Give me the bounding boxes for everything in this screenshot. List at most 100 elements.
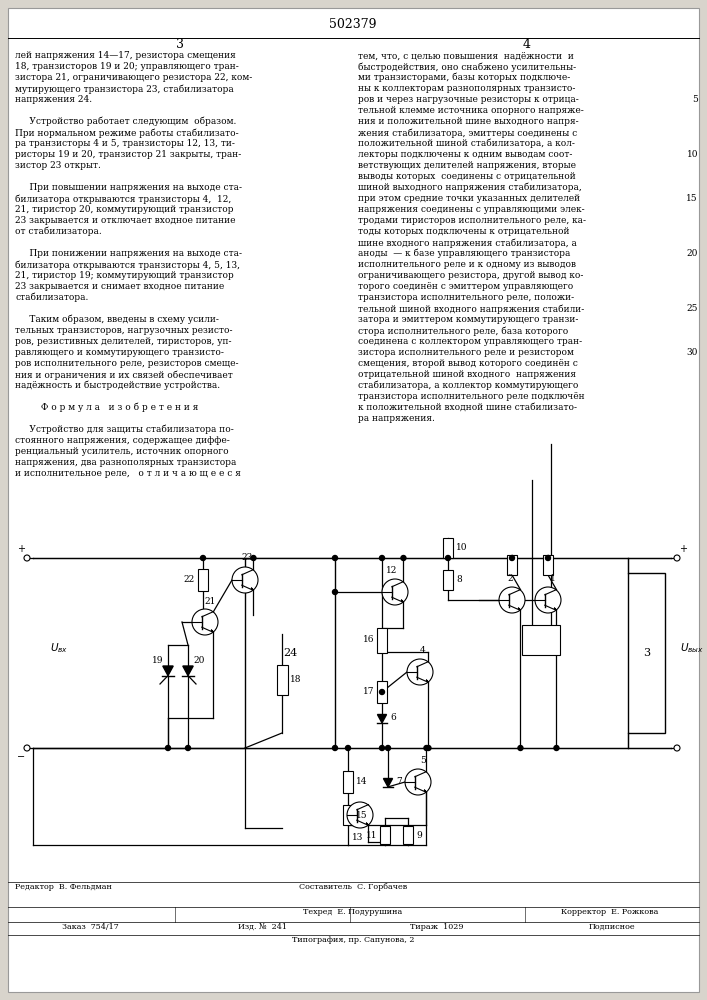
- Text: При повышении напряжения на выходе ста-: При повышении напряжения на выходе ста-: [15, 183, 242, 192]
- Bar: [628, 573, 665, 733]
- Text: 12: 12: [386, 566, 397, 575]
- Polygon shape: [383, 778, 392, 787]
- Circle shape: [510, 556, 515, 560]
- Bar: [543, 555, 553, 575]
- Circle shape: [407, 659, 433, 685]
- Text: 2: 2: [507, 574, 513, 583]
- Text: 1: 1: [550, 574, 556, 583]
- Bar: [443, 570, 453, 590]
- Text: транзистора исполнительного реле, положи-: транзистора исполнительного реле, положи…: [358, 293, 574, 302]
- Text: лекторы подключены к одним выводам соот-: лекторы подключены к одним выводам соот-: [358, 150, 573, 159]
- Circle shape: [201, 556, 206, 560]
- Text: 21, тиристор 19; коммутирующий транзистор: 21, тиристор 19; коммутирующий транзисто…: [15, 271, 234, 280]
- Text: 10: 10: [456, 544, 467, 552]
- Text: 19: 19: [151, 656, 163, 665]
- Text: положительной шиной стабилизатора, а кол-: положительной шиной стабилизатора, а кол…: [358, 139, 575, 148]
- Polygon shape: [518, 608, 520, 610]
- Circle shape: [380, 746, 385, 750]
- Text: $U_{вх}$: $U_{вх}$: [50, 641, 69, 655]
- Text: зистор 23 открыт.: зистор 23 открыт.: [15, 161, 101, 170]
- Bar: [198, 569, 208, 591]
- Circle shape: [382, 579, 408, 605]
- Text: транзистора исполнительного реле подключён: транзистора исполнительного реле подключ…: [358, 392, 585, 401]
- Text: ния и положительной шине выходного напря-: ния и положительной шине выходного напря…: [358, 117, 578, 126]
- Text: ра транзисторы 4 и 5, транзисторы 12, 13, ти-: ра транзисторы 4 и 5, транзисторы 12, 13…: [15, 139, 235, 148]
- Text: 23 закрывается и отключает входное питание: 23 закрывается и отключает входное питан…: [15, 216, 235, 225]
- Circle shape: [535, 587, 561, 613]
- Text: напряжения, два разнополярных транзистора: напряжения, два разнополярных транзистор…: [15, 458, 236, 467]
- Circle shape: [192, 609, 218, 635]
- Text: ветствующих делителей напряжения, вторые: ветствующих делителей напряжения, вторые: [358, 161, 576, 170]
- Text: 30: 30: [686, 348, 698, 357]
- Text: При нормальном режиме работы стабилизато-: При нормальном режиме работы стабилизато…: [15, 128, 239, 137]
- Text: ния и ограничения и их связей обеспечивает: ния и ограничения и их связей обеспечива…: [15, 370, 233, 379]
- Circle shape: [424, 746, 429, 750]
- Circle shape: [518, 746, 523, 750]
- Text: Редактор  В. Фельдман: Редактор В. Фельдман: [15, 883, 112, 891]
- Circle shape: [24, 745, 30, 751]
- Text: ра напряжения.: ра напряжения.: [358, 414, 435, 423]
- Text: 20: 20: [686, 249, 698, 258]
- Text: тельной шиной входного напряжения стабили-: тельной шиной входного напряжения стабил…: [358, 304, 584, 314]
- Bar: [245, 558, 335, 748]
- Text: 4: 4: [523, 38, 531, 51]
- Text: 24: 24: [283, 648, 297, 658]
- Circle shape: [445, 556, 450, 560]
- Bar: [443, 538, 453, 558]
- Text: Типография, пр. Сапунова, 2: Типография, пр. Сапунова, 2: [292, 936, 414, 944]
- Text: смещения, второй вывод которого соединён с: смещения, второй вывод которого соединён…: [358, 359, 578, 368]
- Text: −: −: [17, 752, 25, 762]
- Circle shape: [674, 745, 680, 751]
- Text: от стабилизатора.: от стабилизатора.: [15, 227, 102, 236]
- Text: 8: 8: [456, 576, 462, 584]
- Text: 9: 9: [416, 830, 422, 840]
- Circle shape: [546, 556, 551, 560]
- Text: напряжения 24.: напряжения 24.: [15, 95, 92, 104]
- Text: +: +: [17, 544, 25, 554]
- Text: 16: 16: [363, 636, 374, 645]
- Text: 22: 22: [184, 576, 195, 584]
- Text: и исполнительное реле,   о т л и ч а ю щ е е с я: и исполнительное реле, о т л и ч а ю щ е…: [15, 469, 241, 478]
- Text: стоянного напряжения, содержащее диффе-: стоянного напряжения, содержащее диффе-: [15, 436, 230, 445]
- Text: 10: 10: [686, 150, 698, 159]
- Circle shape: [674, 555, 680, 561]
- Text: 5: 5: [420, 756, 426, 765]
- Circle shape: [405, 769, 431, 795]
- Text: Устройство для защиты стабилизатора по-: Устройство для защиты стабилизатора по-: [15, 425, 234, 434]
- Text: напряжения соединены с управляющими элек-: напряжения соединены с управляющими элек…: [358, 205, 585, 214]
- Polygon shape: [401, 600, 404, 602]
- Circle shape: [499, 587, 525, 613]
- Text: 15: 15: [686, 194, 698, 203]
- Text: соединена с коллектором управляющего тран-: соединена с коллектором управляющего тра…: [358, 337, 582, 346]
- Polygon shape: [378, 714, 387, 723]
- Text: 25: 25: [686, 304, 698, 313]
- Text: Составитель  С. Горбачев: Составитель С. Горбачев: [299, 883, 407, 891]
- Text: ров и через нагрузочные резисторы к отрица-: ров и через нагрузочные резисторы к отри…: [358, 95, 579, 104]
- Text: ристоры 19 и 20, транзистор 21 закрыты, тран-: ристоры 19 и 20, транзистор 21 закрыты, …: [15, 150, 241, 159]
- Text: тем, что, с целью повышения  надёжности  и: тем, что, с целью повышения надёжности и: [358, 51, 574, 60]
- Text: 4: 4: [420, 646, 426, 655]
- Bar: [377, 681, 387, 703]
- Bar: [380, 826, 390, 844]
- Text: тродами тиристоров исполнительного реле, ка-: тродами тиристоров исполнительного реле,…: [358, 216, 586, 225]
- Text: надёжность и быстродействие устройства.: надёжность и быстродействие устройства.: [15, 381, 220, 390]
- Text: выводы которых  соединены с отрицательной: выводы которых соединены с отрицательной: [358, 172, 575, 181]
- Text: тоды которых подключены к отрицательной: тоды которых подключены к отрицательной: [358, 227, 570, 236]
- Text: быстродействия, оно снабжено усилительны-: быстродействия, оно снабжено усилительны…: [358, 62, 576, 72]
- Text: 7: 7: [396, 778, 402, 786]
- Text: 13: 13: [352, 833, 363, 842]
- Text: ров, резистивных делителей, тиристоров, уп-: ров, резистивных делителей, тиристоров, …: [15, 337, 231, 346]
- Text: равляющего и коммутирующего транзисто-: равляющего и коммутирующего транзисто-: [15, 348, 224, 357]
- Text: 18, транзисторов 19 и 20; управляющего тран-: 18, транзисторов 19 и 20; управляющего т…: [15, 62, 239, 71]
- Circle shape: [185, 746, 190, 750]
- Text: стора исполнительного реле, база которого: стора исполнительного реле, база которог…: [358, 326, 568, 336]
- Text: При понижении напряжения на выходе ста-: При понижении напряжения на выходе ста-: [15, 249, 242, 258]
- Text: шиной выходного напряжения стабилизатора,: шиной выходного напряжения стабилизатора…: [358, 183, 582, 192]
- Text: Устройство работает следующим  образом.: Устройство работает следующим образом.: [15, 117, 236, 126]
- Text: 18: 18: [290, 676, 301, 684]
- Text: 21, тиристор 20, коммутирующий транзистор: 21, тиристор 20, коммутирующий транзисто…: [15, 205, 233, 214]
- Circle shape: [332, 746, 337, 750]
- Circle shape: [232, 567, 258, 593]
- Circle shape: [332, 556, 337, 560]
- Text: 20: 20: [193, 656, 204, 665]
